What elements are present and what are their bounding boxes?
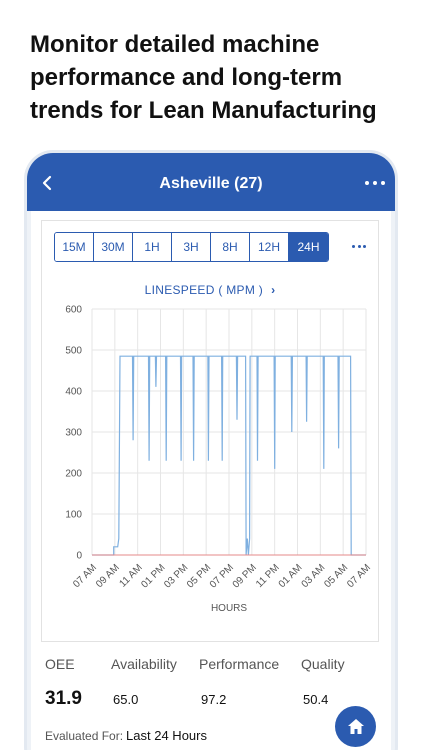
stats-panel: OEE Availability Performance Quality 31.… [31, 652, 391, 750]
range-button-12h[interactable]: 12H [250, 233, 289, 261]
range-button-15m[interactable]: 15M [55, 233, 94, 261]
linespeed-series-line [92, 355, 366, 556]
oee-value: 31.9 [45, 688, 82, 709]
range-button-3h[interactable]: 3H [172, 233, 211, 261]
oee-label: OEE [45, 656, 75, 672]
more-horizontal-icon[interactable] [365, 179, 385, 187]
evaluated-label: Evaluated For: [45, 729, 124, 743]
performance-label: Performance [199, 656, 280, 672]
metric-title: LINESPEED ( MPM ) [144, 283, 264, 297]
app-title: Asheville (27) [159, 175, 263, 192]
app-bar: Asheville (27) [27, 153, 395, 211]
x-tick-label: 07 AM [345, 562, 373, 590]
y-tick-label: 0 [76, 551, 82, 562]
x-tick-label: 09 PM [231, 562, 259, 590]
y-tick-label: 400 [65, 387, 82, 398]
y-tick-label: 500 [65, 346, 82, 357]
quality-label: Quality [301, 656, 345, 672]
chevron-left-icon [42, 175, 52, 191]
x-tick-label: 07 PM [208, 562, 236, 590]
x-tick-label: 07 AM [71, 562, 99, 590]
home-button[interactable] [335, 706, 376, 747]
availability-label: Availability [111, 656, 177, 672]
x-tick-label: 11 PM [254, 562, 282, 590]
x-tick-label: 03 AM [300, 562, 328, 590]
y-tick-label: 100 [65, 510, 82, 521]
x-tick-label: 03 PM [162, 562, 190, 590]
phone-frame: Asheville (27) 15M 30M 1H 3H 8H 12H 24H LINESP… [27, 153, 395, 750]
x-axis-label: HOURS [211, 603, 247, 614]
x-tick-label: 09 AM [94, 562, 122, 590]
range-button-1h[interactable]: 1H [133, 233, 172, 261]
y-tick-label: 300 [65, 428, 82, 439]
range-button-30m[interactable]: 30M [94, 233, 133, 261]
metric-selector[interactable]: LINESPEED ( MPM ) › [42, 283, 378, 297]
x-tick-label: 05 AM [322, 562, 350, 590]
evaluated-value: Last 24 Hours [126, 728, 207, 743]
x-tick-label: 05 PM [185, 562, 213, 590]
x-tick-label: 11 AM [117, 562, 144, 589]
time-range-selector: 15M 30M 1H 3H 8H 12H 24H [54, 232, 329, 262]
range-button-8h[interactable]: 8H [211, 233, 250, 261]
chevron-right-icon: › [271, 283, 276, 297]
x-tick-label: 01 PM [139, 562, 167, 590]
chart-options-icon[interactable] [352, 245, 366, 249]
back-button[interactable] [37, 173, 57, 193]
y-tick-label: 600 [65, 305, 82, 316]
performance-value: 97.2 [201, 692, 227, 707]
y-tick-label: 200 [65, 469, 82, 480]
x-tick-label: 01 AM [277, 562, 305, 590]
home-icon [347, 718, 364, 734]
availability-value: 65.0 [113, 692, 139, 707]
headline: Monitor detailed machine performance and… [30, 31, 377, 124]
range-button-24h[interactable]: 24H [289, 233, 328, 261]
evaluated-for: Evaluated For: Last 24 Hours [45, 728, 207, 743]
quality-value: 50.4 [303, 692, 329, 707]
